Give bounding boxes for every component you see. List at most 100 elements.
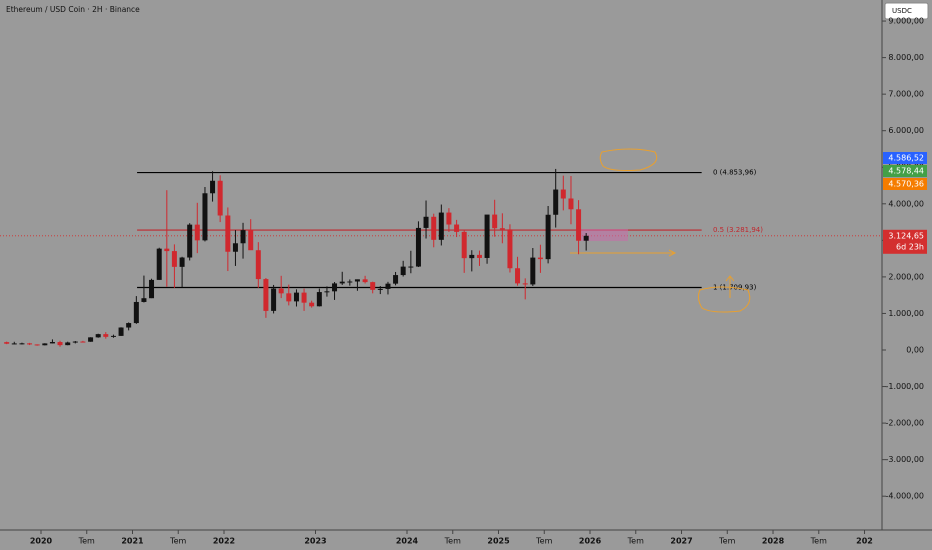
candle-body: [545, 214, 551, 260]
candle-body: [118, 327, 124, 336]
x-tick-label: 2028: [762, 537, 785, 546]
candle-body: [583, 235, 589, 241]
candle-body: [156, 248, 162, 280]
candle-body: [293, 292, 299, 302]
x-tick-label: Tem: [169, 537, 186, 546]
candle-body: [263, 279, 269, 311]
candle-body: [141, 298, 147, 302]
candle-body: [568, 198, 574, 210]
x-tick-label: Tem: [78, 537, 95, 546]
x-tick-label: Tem: [810, 537, 827, 546]
candle-body: [4, 342, 10, 344]
current-price-tag: [883, 229, 927, 254]
candle-body: [278, 288, 284, 294]
candle-body: [103, 334, 109, 337]
y-tick-label: 4.000,00: [888, 199, 924, 208]
candle-body: [19, 343, 25, 345]
candle-body: [324, 291, 330, 293]
candle-body: [301, 292, 307, 303]
candle-body: [164, 248, 170, 252]
x-tick-label: Tem: [627, 537, 644, 546]
candle-body: [34, 344, 40, 346]
candle-body: [194, 224, 200, 241]
candle-body: [446, 212, 452, 225]
candle-body: [210, 180, 216, 194]
y-tick-label: -2.000,00: [885, 419, 924, 428]
x-tick-label: 2022: [213, 537, 235, 546]
candle-body: [171, 251, 177, 267]
x-tick-label: 2027: [670, 537, 692, 546]
x-tick-label: 2023: [304, 537, 326, 546]
candle-body: [469, 254, 475, 259]
current-price-label: 3.124,65: [888, 231, 924, 240]
candle-body: [347, 281, 353, 283]
candle-body: [202, 193, 208, 241]
y-tick-label: 9.000,00: [888, 17, 924, 26]
candle-body: [240, 230, 246, 244]
candle-body: [362, 279, 368, 283]
candle-body: [248, 230, 254, 251]
arrow-drawing: [570, 249, 677, 257]
candle-body: [400, 266, 406, 276]
candle-body: [553, 189, 559, 215]
y-tick-label: 2.000,00: [888, 272, 924, 281]
price-tag: [883, 152, 927, 164]
circle-drawing: [697, 286, 751, 313]
candle-body: [560, 189, 566, 199]
candle-body: [476, 254, 482, 258]
candle-body: [49, 342, 55, 344]
fib-level-label: 0 (4.853,96): [713, 169, 757, 177]
y-tick-label: 6.000,00: [888, 126, 924, 135]
candle-body: [507, 229, 513, 269]
price-tag: [883, 178, 927, 190]
x-tick-label: Tem: [718, 537, 735, 546]
y-tick-label: -1.000,00: [885, 382, 924, 391]
candle-body: [484, 214, 490, 258]
candle-body: [332, 283, 338, 292]
candle-body: [255, 250, 261, 280]
circle-drawing: [599, 148, 658, 171]
x-tick-label: 202: [856, 537, 873, 546]
candle-body: [461, 231, 467, 259]
candle-body: [11, 343, 17, 345]
candle-body: [232, 243, 238, 252]
candle-body: [88, 337, 94, 342]
y-tick-label: -4.000,00: [885, 492, 924, 501]
candle-body: [522, 283, 528, 285]
candle-body: [217, 180, 223, 216]
candle-body: [95, 334, 101, 338]
currency-button[interactable]: [884, 2, 929, 20]
chart-title: Ethereum / USD Coin · 2H · Binance: [6, 5, 140, 14]
price-tag: [883, 165, 927, 177]
y-tick-label: 0,00: [906, 345, 924, 354]
candle-body: [423, 216, 429, 228]
candle-body: [431, 216, 437, 240]
candle-body: [27, 343, 33, 345]
candle-body: [377, 288, 383, 290]
currency-label: USDC: [892, 7, 912, 15]
candle-body: [492, 214, 498, 229]
price-tag-label: 4.570,36: [888, 180, 924, 189]
candle-body: [393, 275, 399, 284]
countdown-label: 6d 23h: [896, 242, 924, 251]
price-tag-label: 4.586,52: [888, 154, 924, 163]
candle-body: [72, 341, 78, 343]
candle-body: [65, 342, 71, 346]
candle-body: [42, 343, 48, 346]
price-tag-label: 4.578,44: [888, 167, 924, 176]
candle-body: [530, 257, 536, 285]
x-tick-label: 2020: [30, 537, 53, 546]
candle-body: [309, 302, 315, 307]
candle-body: [515, 268, 521, 284]
candle-body: [187, 224, 193, 258]
candle-body: [286, 293, 292, 302]
candle-body: [408, 266, 414, 268]
candle-body: [415, 227, 421, 267]
candle-body: [576, 209, 582, 241]
fib-level-label: 0.5 (3.281,94): [713, 226, 763, 234]
x-tick-label: 2026: [579, 537, 602, 546]
candle-body: [454, 224, 460, 232]
y-tick-label: 1.000,00: [888, 309, 924, 318]
x-tick-label: Tem: [535, 537, 552, 546]
